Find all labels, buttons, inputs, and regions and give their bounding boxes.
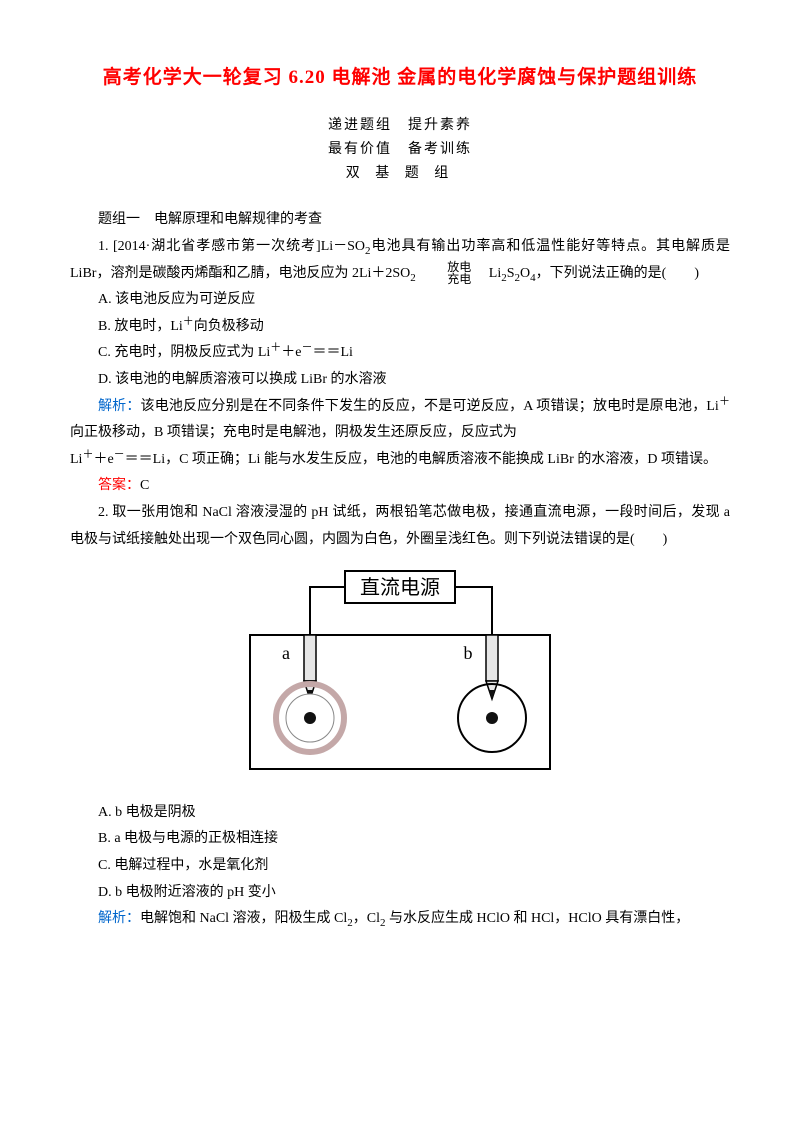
q2-ana-2: ，Cl — [353, 911, 380, 926]
q1-ana-3: Li — [70, 452, 82, 467]
q2-ana-3: 与水反应生成 HClO 和 HCl，HClO 具有漂白性， — [386, 911, 690, 926]
q1-answer: 答案：C — [70, 473, 730, 500]
q1-stem: 1. [2014·湖北省孝感市第一次统考]Li－SO2电池具有输出功率高和低温性… — [70, 234, 730, 287]
q1-optc-1: C. 充电时，阴极反应式为 Li — [98, 345, 270, 360]
q2-option-c: C. 电解过程中，水是氧化剂 — [70, 853, 730, 880]
q1-ana-2: 向正极移动，B 项错误；充电时是电解池，阴极发生还原反应，反应式为 — [70, 425, 517, 440]
q1-optc-sup2: － — [302, 342, 313, 354]
q1-stem-5: O — [520, 266, 530, 281]
subtitle-line-3: 双 基 题 组 — [70, 162, 730, 186]
svg-text:a: a — [282, 643, 290, 663]
q1-sub-so2b: 2 — [410, 271, 416, 283]
q1-ana-5: ＝＝Li，C 项正确；Li 能与水发生反应，电池的电解质溶液不能换成 LiBr … — [125, 452, 717, 467]
group-1-header: 题组一 电解原理和电解规律的考查 — [70, 207, 730, 234]
q1-option-c: C. 充电时，阴极反应式为 Li＋＋e－＝＝Li — [70, 340, 730, 367]
q1-option-b: B. 放电时，Li＋向负极移动 — [70, 314, 730, 341]
q1-answer-value: C — [140, 478, 149, 493]
q2-stem: 2. 取一张用饱和 NaCl 溶液浸湿的 pH 试纸，两根铅笔芯做电极，接通直流… — [70, 500, 730, 553]
q2-analysis-label: 解析： — [98, 911, 140, 926]
q1-option-d: D. 该电池的电解质溶液可以换成 LiBr 的水溶液 — [70, 367, 730, 394]
q2-option-a: A. b 电极是阴极 — [70, 800, 730, 827]
subtitle-block: 递进题组 提升素养 最有价值 备考训练 双 基 题 组 — [70, 114, 730, 185]
q1-ana-1: 该电池反应分别是在不同条件下发生的反应，不是可逆反应，A 项错误；放电时是原电池… — [141, 399, 719, 414]
page-title: 高考化学大一轮复习 6.20 电解池 金属的电化学腐蚀与保护题组训练 — [70, 60, 730, 96]
q2-option-d: D. b 电极附近溶液的 pH 变小 — [70, 880, 730, 907]
circuit-diagram: 直流电源 a b — [70, 563, 730, 794]
subtitle-line-2: 最有价值 备考训练 — [70, 138, 730, 162]
q1-optb-sup: ＋ — [183, 315, 194, 327]
circuit-diagram-svg: 直流电源 a b — [230, 563, 570, 783]
q2-option-b: B. a 电极与电源的正极相连接 — [70, 826, 730, 853]
q1-optb-1: B. 放电时，Li — [98, 319, 183, 334]
q1-ana-sup2: ＋ — [82, 448, 93, 460]
svg-text:b: b — [464, 643, 473, 663]
q1-stem-6: ，下列说法正确的是( ) — [536, 266, 699, 281]
q1-analysis-cont: Li＋＋e－＝＝Li，C 项正确；Li 能与水发生反应，电池的电解质溶液不能换成… — [70, 447, 730, 474]
q1-optb-2: 向负极移动 — [194, 319, 264, 334]
subtitle-line-1: 递进题组 提升素养 — [70, 114, 730, 138]
q1-optc-2: ＋e — [281, 345, 301, 360]
q1-option-a: A. 该电池反应为可逆反应 — [70, 287, 730, 314]
svg-text:直流电源: 直流电源 — [360, 576, 440, 599]
q1-optc-sup1: ＋ — [270, 342, 281, 354]
q1-stem-4: S — [507, 266, 515, 281]
q2-ana-1: 电解饱和 NaCl 溶液，阳极生成 Cl — [140, 911, 347, 926]
q1-arrow-bot: 充电 — [419, 273, 471, 285]
q1-answer-label: 答案： — [98, 478, 140, 493]
q1-optc-3: ＝＝Li — [313, 345, 353, 360]
q1-analysis: 解析：该电池反应分别是在不同条件下发生的反应，不是可逆反应，A 项错误；放电时是… — [70, 394, 730, 447]
q1-ana-4: ＋e — [93, 452, 113, 467]
q1-analysis-label: 解析： — [98, 399, 141, 414]
q2-analysis: 解析：电解饱和 NaCl 溶液，阳极生成 Cl2，Cl2 与水反应生成 HClO… — [70, 906, 730, 933]
q1-ana-sup3: － — [114, 448, 125, 460]
q1-stem-3: Li — [475, 266, 501, 281]
q1-stem-1: 1. [2014·湖北省孝感市第一次统考]Li－SO — [98, 239, 365, 254]
q1-ana-sup1: ＋ — [719, 395, 730, 407]
